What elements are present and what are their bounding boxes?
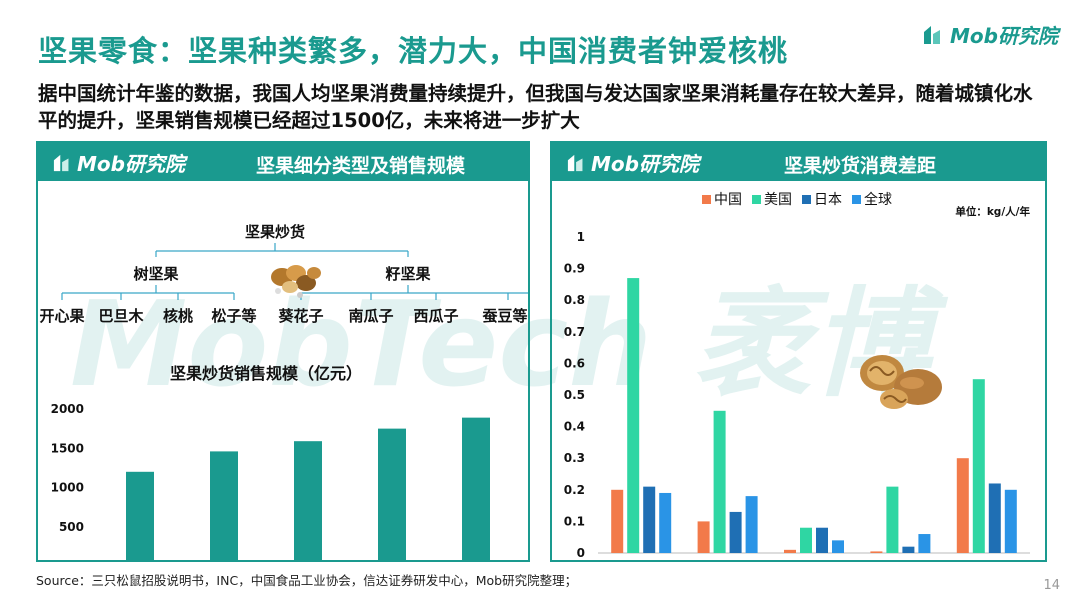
bar-腰果-日本: [729, 511, 742, 553]
bar-腰果-中国: [697, 521, 710, 553]
legend-label: 日本: [814, 192, 842, 208]
left-panel-logo: Mob研究院: [52, 148, 185, 177]
page-number: 14: [1043, 578, 1060, 593]
tree-leaf: 开心果: [39, 307, 85, 325]
bar-2020: [462, 417, 490, 560]
bar-核桃-中国: [956, 458, 969, 553]
right-panel-header: Mob研究院 坚果炒货消费差距: [552, 143, 1045, 181]
tree-branch-tree-nuts: 树坚果: [133, 265, 179, 283]
bar-核桃-日本: [988, 483, 1001, 553]
source-note: Source：三只松鼠招股说明书，INC，中国食品工业协会，信达证券研发中心，M…: [36, 573, 578, 588]
tree-leaf: 葵花子: [278, 307, 323, 325]
bar-杏仁-美国: [627, 278, 640, 553]
tree-leaf: 西瓜子: [413, 307, 458, 325]
bar-夏威夷果-日本: [816, 527, 828, 553]
tree-leaf: 巴旦木: [98, 307, 144, 325]
legend-swatch: [802, 195, 811, 204]
bar-腰果-全球: [745, 496, 758, 553]
brand-logo: Mob研究院: [922, 20, 1058, 49]
y-tick-label: 0.8: [564, 293, 585, 307]
right-panel-logo: Mob研究院: [566, 148, 699, 177]
y-tick-label: 0.7: [564, 325, 585, 339]
page-subtitle: 据中国统计年鉴的数据，我国人均坚果消费量持续提升，但我国与发达国家坚果消耗量存在…: [38, 82, 1033, 132]
tree-connectors: [61, 243, 528, 300]
bar-碧根果-日本: [902, 546, 915, 553]
bar-杏仁-中国: [611, 489, 624, 553]
mob-logo-icon: [567, 154, 583, 171]
legend-swatch: [702, 195, 711, 204]
left-panel-logo-text: Mob研究院: [77, 152, 185, 176]
y-tick-label: 500: [59, 520, 84, 534]
left-panel-header: Mob研究院 坚果细分类型及销售规模: [38, 143, 528, 181]
tree-leaf: 核桃: [163, 307, 193, 325]
left-panel: Mob研究院 坚果细分类型及销售规模 坚果炒货 树坚果 籽坚果 开心果 巴: [36, 141, 530, 562]
bar-2018: [294, 441, 322, 560]
walnut-illustration: [860, 355, 942, 409]
bar-碧根果-美国: [886, 486, 899, 553]
bar-夏威夷果-中国: [784, 549, 796, 553]
bar-核桃-美国: [972, 379, 985, 553]
y-tick-label: 0: [577, 546, 585, 560]
y-tick-label: 2000: [51, 402, 84, 416]
bar-2017: [210, 451, 238, 560]
y-tick-label: 0.3: [564, 451, 585, 465]
y-tick-label: 0.1: [564, 514, 585, 528]
right-panel-logo-text: Mob研究院: [591, 152, 699, 176]
y-tick-label: 0.6: [564, 356, 585, 370]
bar-夏威夷果-全球: [832, 540, 844, 553]
bar-腰果-美国: [713, 410, 726, 553]
tree-leaf: 南瓜子: [348, 307, 393, 325]
nuts-illustration: [271, 265, 321, 298]
y-tick-label: 0.4: [564, 420, 585, 434]
y-tick-label: 1000: [51, 481, 84, 495]
left-panel-body: 坚果炒货 树坚果 籽坚果 开心果 巴旦木 核桃 松子等 葵花子 南瓜子 西瓜子: [39, 223, 528, 560]
bar-夏威夷果-美国: [800, 527, 812, 553]
bar-碧根果-中国: [870, 551, 883, 553]
tree-leaf: 蚕豆等: [481, 307, 527, 325]
unit-note: 单位：kg/人/年: [955, 205, 1030, 218]
consumption-bar-chart: 00.10.20.30.40.50.60.70.80.91杏仁腰果夏威夷果碧根果…: [564, 191, 1030, 560]
mob-logo-icon: [924, 25, 941, 44]
sales-bar-chart: 050010001500200020162017201820192020: [51, 402, 490, 560]
tree-branch-seed-nuts: 籽坚果: [385, 265, 431, 283]
bar-2019: [378, 428, 406, 560]
y-tick-label: 0.2: [564, 483, 585, 497]
right-panel: Mob研究院 坚果炒货消费差距 单位：kg/人/年 0 0.1 0.2 0.3 0.4 0…: [550, 141, 1047, 562]
y-tick-label: 1500: [51, 441, 84, 455]
y-tick-label: 0: [76, 559, 84, 560]
bar-碧根果-全球: [918, 534, 931, 553]
legend-label: 全球: [864, 191, 892, 208]
y-tick-label: 0.9: [564, 262, 585, 276]
bar-杏仁-日本: [643, 486, 656, 553]
page-title: 坚果零食：坚果种类繁多，潜力大，中国消费者钟爱核桃: [38, 34, 789, 68]
sales-chart-title: 坚果炒货销售规模（亿元）: [170, 364, 362, 383]
tree-leaf: 松子等: [211, 307, 256, 325]
bar-杏仁-全球: [659, 492, 672, 553]
y-tick-label: 0.5: [564, 388, 585, 402]
legend-swatch: [852, 195, 861, 204]
right-panel-body: 单位：kg/人/年 00.10.20.30.40.50.60.70.80.91杏…: [564, 191, 1031, 560]
left-panel-title: 坚果细分类型及销售规模: [256, 155, 466, 177]
legend-swatch: [752, 195, 761, 204]
bar-核桃-全球: [1004, 489, 1017, 553]
mob-logo-icon: [53, 154, 69, 171]
bar-2016: [126, 471, 154, 560]
legend-label: 中国: [714, 192, 742, 208]
right-panel-title: 坚果炒货消费差距: [784, 155, 937, 177]
y-tick-label: 1: [577, 230, 585, 244]
legend-label: 美国: [764, 192, 792, 208]
brand-logo-text: Mob研究院: [950, 24, 1058, 48]
tree-root: 坚果炒货: [245, 223, 305, 241]
